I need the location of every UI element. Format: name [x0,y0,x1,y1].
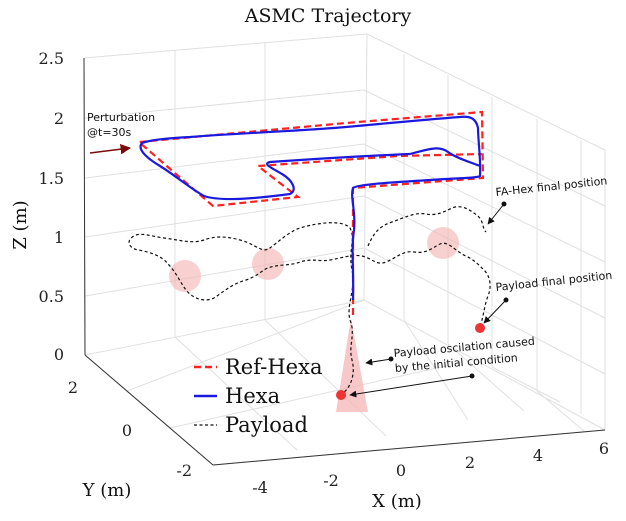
payload-start-marker [336,390,346,400]
x-axis-label: X (m) [372,491,422,512]
x-tick-label: 0 [396,461,406,480]
legend: Ref-Hexa Hexa Payload [194,355,322,437]
oscillation-pointer-1 [365,358,392,366]
series-payload-line [128,206,491,396]
x-ticks: -4 -2 0 2 4 6 [252,439,609,497]
z-tick-label: 1 [54,228,64,247]
z-tick-label: 0.5 [39,287,64,306]
perturbation-line-2: @t=30s [87,126,132,139]
z-tick-label: 2 [54,109,64,128]
payload-final-pointer [483,299,507,324]
z-ticks: 0 0.5 1 1.5 2 2.5 [39,49,64,364]
payload-final-annotation: Payload final position [495,269,613,294]
x-tick-label: -4 [252,478,268,497]
y-ticks: 2 0 -2 [68,378,192,480]
oscillation-pointer-2 [349,375,473,398]
x-tick-label: -2 [323,471,339,490]
payload-final-marker [475,323,485,333]
payload-zone-circle [427,227,459,259]
x-tick-label: 2 [465,453,475,472]
chart-title: ASMC Trajectory [244,5,412,27]
payload-zone-circle [252,248,284,280]
z-tick-label: 2.5 [39,49,64,68]
perturbation-annotation: Perturbation @t=30s [87,111,159,139]
y-axis-label: Y (m) [82,480,132,501]
oscillation-annotation: Payload oscilation caused by the initial… [393,334,540,375]
x-tick-label: 6 [599,439,609,458]
hex-final-pointer [487,203,505,225]
legend-hexa-label: Hexa [225,384,280,408]
series-hexa-line [139,115,482,301]
legend-payload-label: Payload [225,413,308,437]
perturbation-arrow [89,143,132,155]
axes-lines [83,57,606,466]
y-tick-label: -2 [176,461,192,480]
payload-zone-circle [169,260,201,292]
hex-final-annotation: FA-Hex final position [495,174,608,199]
oscillation-cone [336,318,368,412]
z-axis-label: Z (m) [10,200,31,249]
y-tick-label: 2 [68,378,78,397]
z-tick-label: 0 [54,345,64,364]
z-tick-label: 1.5 [39,169,64,188]
y-tick-label: 0 [122,421,132,440]
series-ref-hexa-line [136,110,485,315]
x-tick-label: 4 [533,446,543,465]
legend-ref-hexa-label: Ref-Hexa [225,355,322,379]
perturbation-line-1: Perturbation [87,111,155,124]
